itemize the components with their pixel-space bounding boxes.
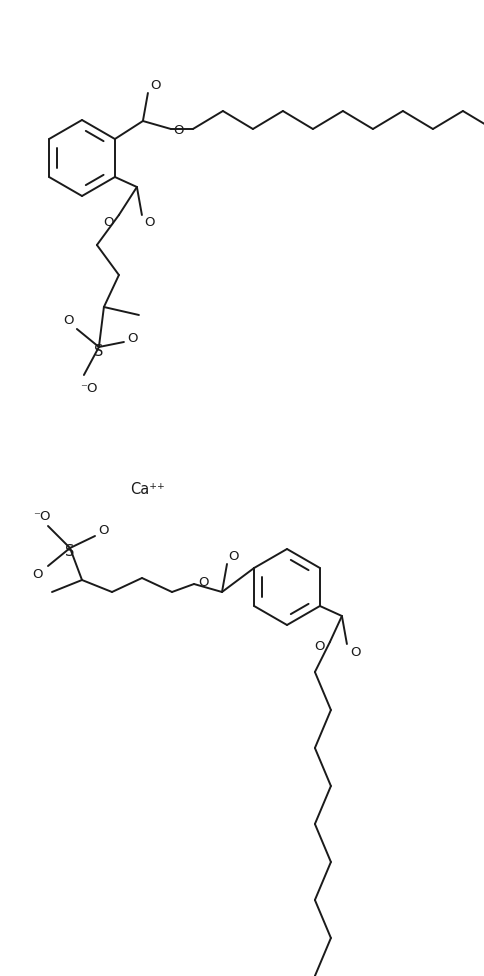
Text: O: O	[198, 576, 209, 589]
Text: S: S	[65, 545, 75, 559]
Text: O: O	[104, 217, 114, 229]
Text: Ca⁺⁺: Ca⁺⁺	[130, 482, 165, 498]
Text: ⁻O: ⁻O	[33, 509, 51, 522]
Text: O: O	[350, 645, 361, 659]
Text: O: O	[33, 567, 43, 581]
Text: S: S	[94, 344, 104, 358]
Text: ⁻O: ⁻O	[80, 383, 97, 395]
Text: O: O	[99, 523, 109, 537]
Text: O: O	[127, 333, 138, 346]
Text: O: O	[173, 125, 184, 138]
Text: O: O	[151, 78, 161, 92]
Text: O: O	[228, 549, 239, 562]
Text: O: O	[63, 314, 74, 328]
Text: O: O	[314, 640, 324, 654]
Text: O: O	[144, 217, 155, 229]
